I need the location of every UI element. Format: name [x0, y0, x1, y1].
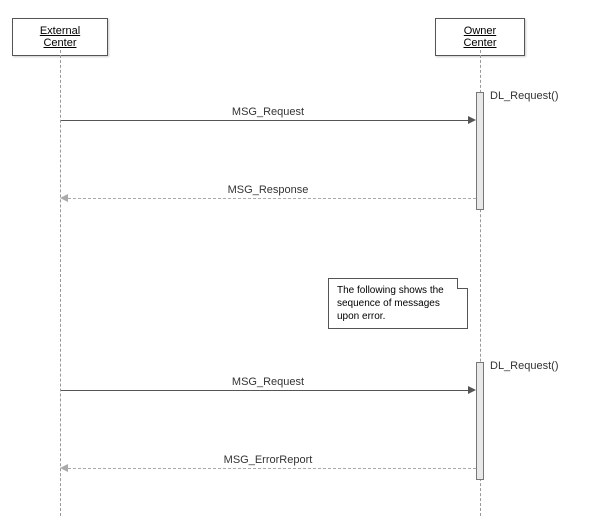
- message-4-arrow: [60, 464, 68, 472]
- message-1-label: MSG_Request: [60, 106, 476, 118]
- message-3-arrow: [468, 386, 476, 394]
- participant-external-label: External Center: [40, 25, 80, 49]
- participant-owner-label: Owner Center: [463, 25, 496, 49]
- sequence-diagram: External Center Owner Center DL_Request(…: [0, 0, 600, 516]
- message-4-line: [68, 468, 476, 469]
- message-3-line: [61, 390, 471, 391]
- activation-owner-2-label: DL_Request(): [490, 360, 558, 372]
- activation-owner-2: [476, 362, 484, 480]
- message-4-label: MSG_ErrorReport: [60, 454, 476, 466]
- message-3-label: MSG_Request: [60, 376, 476, 388]
- message-1-arrow: [468, 116, 476, 124]
- message-2-line: [68, 198, 476, 199]
- note-error-sequence: The following shows the sequence of mess…: [328, 278, 468, 329]
- message-1-line: [61, 120, 471, 121]
- note-text: The following shows the sequence of mess…: [337, 285, 444, 322]
- message-2-arrow: [60, 194, 68, 202]
- message-2-label: MSG_Response: [60, 184, 476, 196]
- activation-owner-1: [476, 92, 484, 210]
- activation-owner-1-label: DL_Request(): [490, 90, 558, 102]
